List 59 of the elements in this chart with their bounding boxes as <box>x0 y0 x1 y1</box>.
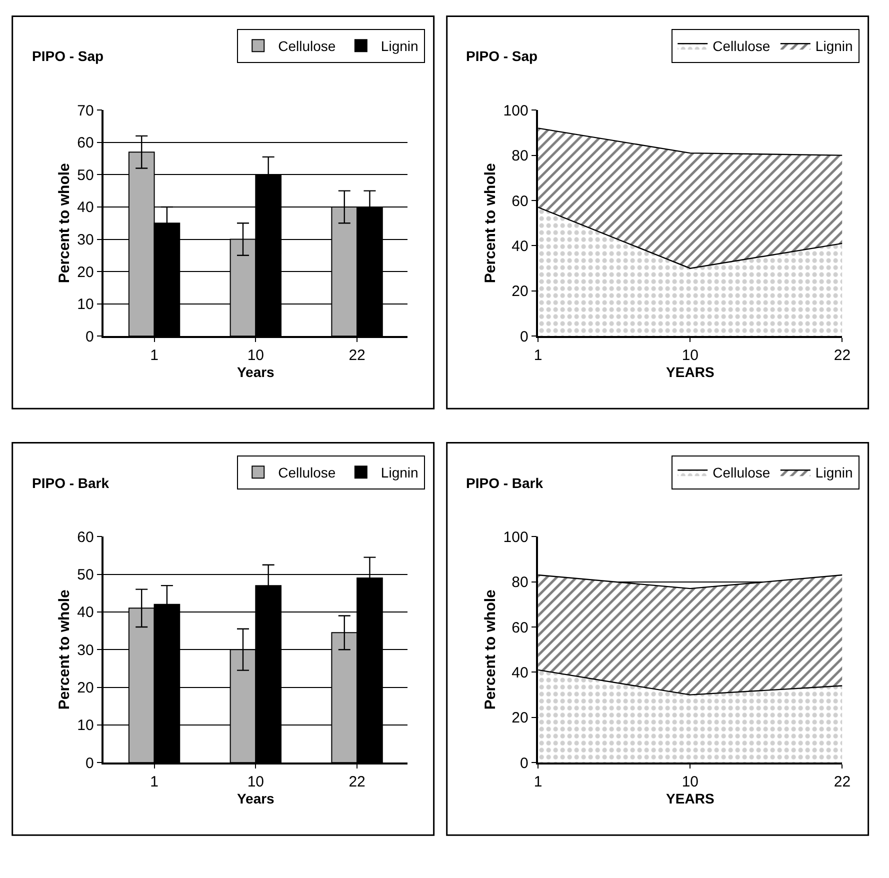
y-tick-label: 0 <box>85 328 94 346</box>
legend-label: Cellulose <box>712 38 770 54</box>
legend-label: Lignin <box>815 38 853 54</box>
x-tick-label: 22 <box>348 773 366 790</box>
y-tick-label: 40 <box>77 199 94 216</box>
y-tick-label: 40 <box>77 604 94 622</box>
chart-title: PIPO - Bark <box>32 475 110 491</box>
y-tick-label: 40 <box>512 664 528 682</box>
x-tick-label: 1 <box>534 773 542 790</box>
x-axis-title: Years <box>236 364 275 380</box>
y-tick-label: 100 <box>503 102 528 120</box>
y-tick-label: 0 <box>520 754 528 772</box>
legend-label: Lignin <box>380 464 418 481</box>
y-tick-label: 20 <box>512 710 528 727</box>
y-tick-label: 10 <box>77 296 94 314</box>
x-axis-title: YEARS <box>666 790 714 806</box>
y-tick-label: 30 <box>77 232 94 249</box>
y-tick-label: 70 <box>77 102 94 120</box>
x-tick-label: 10 <box>682 773 699 790</box>
y-axis-title: Percent to whole <box>56 590 73 710</box>
y-tick-label: 0 <box>520 328 528 346</box>
y-axis-title: Percent to whole <box>482 163 500 284</box>
y-tick-label: 20 <box>77 680 94 697</box>
legend-label: Lignin <box>380 38 418 54</box>
y-tick-label: 100 <box>503 528 528 546</box>
y-tick-label: 0 <box>85 754 94 772</box>
x-tick-label: 1 <box>150 346 158 364</box>
legend-label: Cellulose <box>278 38 336 54</box>
y-axis-title: Percent to whole <box>482 590 500 710</box>
y-tick-label: 50 <box>77 566 94 584</box>
y-tick-label: 60 <box>77 134 94 152</box>
legend-label: Lignin <box>815 464 853 481</box>
y-tick-label: 30 <box>77 642 94 659</box>
y-tick-label: 80 <box>512 574 528 592</box>
chart-title: PIPO - Bark <box>466 475 544 491</box>
legend-label: Cellulose <box>278 464 336 481</box>
x-tick-label: 22 <box>348 346 366 364</box>
y-axis-title: Percent to whole <box>56 163 73 284</box>
y-tick-label: 60 <box>512 192 528 210</box>
y-tick-label: 20 <box>512 283 528 300</box>
y-tick-label: 60 <box>77 528 94 546</box>
legend-label: Cellulose <box>712 464 770 481</box>
x-tick-label: 10 <box>682 346 699 364</box>
y-tick-label: 10 <box>77 717 94 734</box>
chart-title: PIPO - Sap <box>32 48 104 64</box>
x-tick-label: 22 <box>834 773 851 790</box>
x-axis-title: YEARS <box>666 364 714 380</box>
x-tick-label: 10 <box>247 346 264 364</box>
x-tick-label: 22 <box>834 346 851 364</box>
y-tick-label: 60 <box>512 619 528 636</box>
x-tick-label: 10 <box>247 773 264 790</box>
x-axis-title: Years <box>236 790 275 806</box>
x-tick-label: 1 <box>150 773 158 790</box>
y-tick-label: 40 <box>512 238 528 255</box>
x-tick-label: 1 <box>534 346 542 364</box>
y-tick-label: 80 <box>512 148 528 165</box>
chart-title: PIPO - Sap <box>466 48 538 64</box>
y-tick-label: 20 <box>77 264 94 281</box>
y-tick-label: 50 <box>77 166 94 184</box>
